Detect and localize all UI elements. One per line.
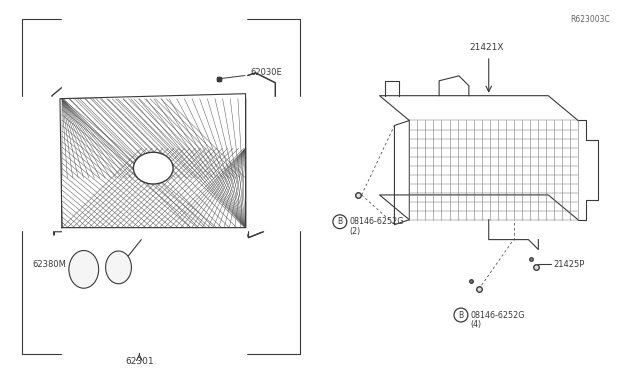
Text: 08146-6252G: 08146-6252G xyxy=(350,217,404,226)
Text: 21425P: 21425P xyxy=(553,260,584,269)
Text: 62301: 62301 xyxy=(125,357,154,366)
Text: 62380M: 62380M xyxy=(32,260,66,269)
Polygon shape xyxy=(62,1,246,97)
Text: B: B xyxy=(337,217,342,226)
Text: (2): (2) xyxy=(350,227,361,236)
Text: N: N xyxy=(80,264,88,275)
Ellipse shape xyxy=(69,250,99,288)
Text: (4): (4) xyxy=(471,320,482,330)
Text: R623003C: R623003C xyxy=(570,15,610,24)
Text: B: B xyxy=(458,311,463,320)
Text: 08146-6252G: 08146-6252G xyxy=(471,311,525,320)
Text: N: N xyxy=(148,161,159,175)
Text: 62030E: 62030E xyxy=(221,68,282,78)
Ellipse shape xyxy=(106,251,131,284)
Text: 21421X: 21421X xyxy=(469,42,504,52)
Polygon shape xyxy=(3,97,60,230)
Ellipse shape xyxy=(133,152,173,184)
Polygon shape xyxy=(62,228,246,371)
Polygon shape xyxy=(246,97,637,230)
